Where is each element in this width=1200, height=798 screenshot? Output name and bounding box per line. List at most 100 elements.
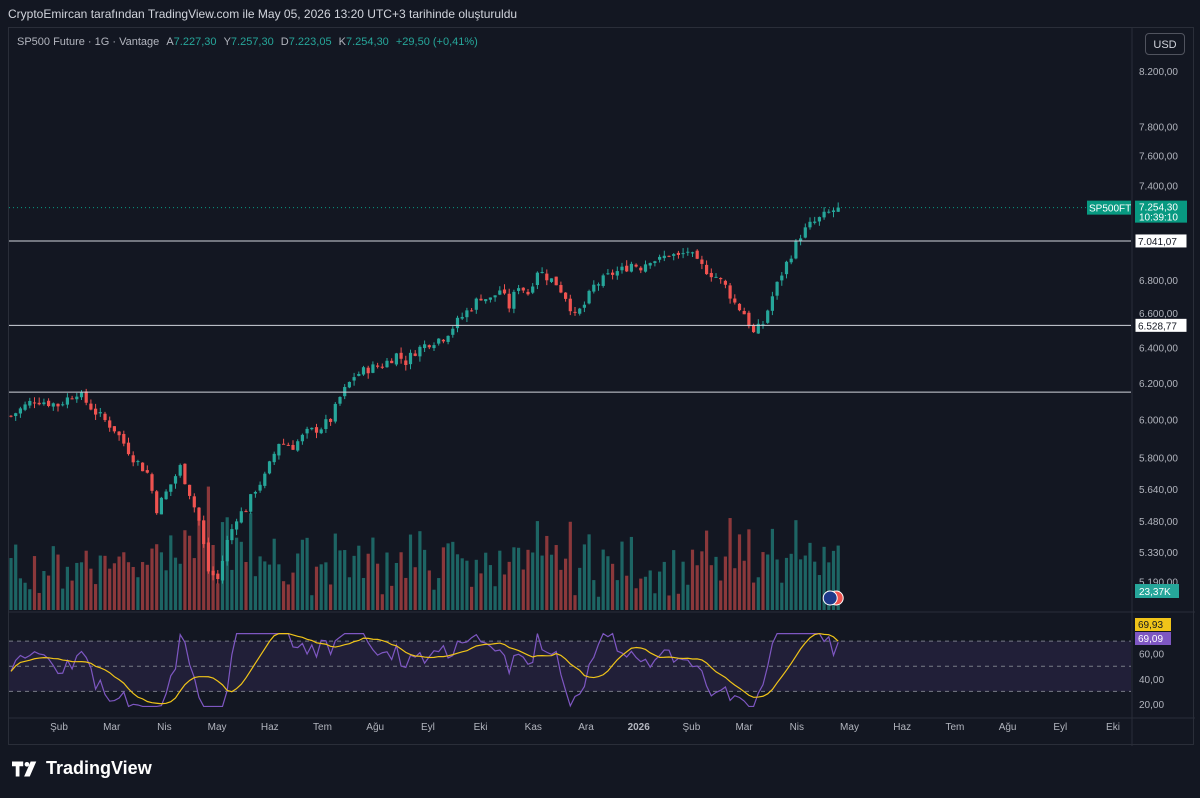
price-tick-label: 6.200,00 [1139,379,1178,390]
candle [455,317,460,329]
volume-bar [343,550,347,610]
volume-bar [799,559,803,610]
candle [502,289,507,294]
volume-bar [385,552,389,610]
candle [817,217,821,222]
candle [126,442,131,455]
volume-bar [733,568,737,610]
volume-bar [836,545,840,610]
candle [780,275,784,281]
volume-bar [690,549,695,610]
candle [61,404,65,406]
volume-bar [596,596,601,610]
volume-bar [695,565,699,610]
volume-tag [1135,584,1179,598]
candle [634,264,638,267]
price-tick-label: 6.000,00 [1139,416,1178,427]
volume-bar [75,562,79,610]
volume-bar [159,552,163,610]
volume-bar [578,567,582,610]
volume-bar [794,520,798,610]
candle [141,462,145,472]
candle [606,273,610,275]
volume-bar [14,544,18,610]
volume-bar [79,562,84,610]
volume-bar [507,561,511,610]
volume-bar [784,557,789,610]
candle [56,403,60,407]
volume-bar [827,562,831,610]
candle [784,261,789,275]
rsi-value: 69,09 [1138,634,1163,645]
candle [9,415,13,417]
candle [404,360,408,365]
candle [629,263,633,272]
volume-bar [672,550,676,610]
volume-bar [394,562,398,610]
candle [108,420,112,428]
volume-bar [629,536,633,610]
symbol-tag [1087,200,1131,215]
volume-bar [230,569,234,610]
volume-bar [178,563,182,610]
volume-bar [103,555,107,610]
volume-bar [65,566,69,610]
candle [18,408,22,414]
candle [272,453,276,463]
high-label: Y [223,36,231,48]
symbol-info[interactable]: SP500 Future · 1G · Vantage [17,36,160,48]
volume-bar [686,584,690,610]
candle [573,311,577,313]
time-tick-label: Eki [1106,722,1120,733]
volume-bar [418,531,422,610]
chart-area[interactable]: 7.041,07 6.528,77 7.254,30 10:39:10 SP500FT 8… [8,27,1195,746]
candle [282,443,286,445]
volume-bar [822,546,826,610]
volume-bar [606,556,610,610]
price-tick-label: 7.400,00 [1139,181,1178,192]
candle [413,353,417,356]
candle [615,271,619,276]
candle [526,291,530,295]
candle [474,298,478,310]
volume-bar [329,584,333,610]
volume-bar [18,578,22,610]
symbol-tag-label: SP500FT [1089,204,1131,215]
volume-bar [47,575,51,610]
candle [564,292,568,299]
rsi-tag [1135,632,1171,645]
volume-bar [817,575,821,610]
volume-bar [587,534,591,610]
volume-bar [376,563,380,610]
volume-bar [423,549,427,610]
tradingview-logo-icon [12,761,37,776]
candle [28,400,32,406]
volume-bar [390,585,394,610]
candle [75,396,79,400]
volume-bar [192,558,196,610]
candle [441,339,445,342]
candle [159,497,163,515]
rsi-ma-value: 69,93 [1138,620,1163,631]
volume-bar [549,554,554,610]
volume-bar [789,553,793,610]
volume-bar [554,545,558,610]
candle [690,252,695,254]
time-tick-label: May [840,722,859,733]
volume-bar [380,594,384,610]
candle [357,373,361,376]
candle [376,365,380,367]
volume-bar [413,567,417,610]
price-chart[interactable]: 7.041,076.528,777.254,3010:39:10SP500FT8… [9,28,1195,746]
rsi-tick-label: 60,00 [1139,650,1164,661]
volume-bar [150,548,154,610]
candle [484,299,488,302]
volume-bar [211,545,215,610]
volume-bar [98,555,102,610]
candle [300,434,304,442]
volume-bar [131,566,135,610]
candle [42,402,46,405]
currency-button[interactable]: USD [1145,33,1185,55]
volume-bar [314,566,319,610]
